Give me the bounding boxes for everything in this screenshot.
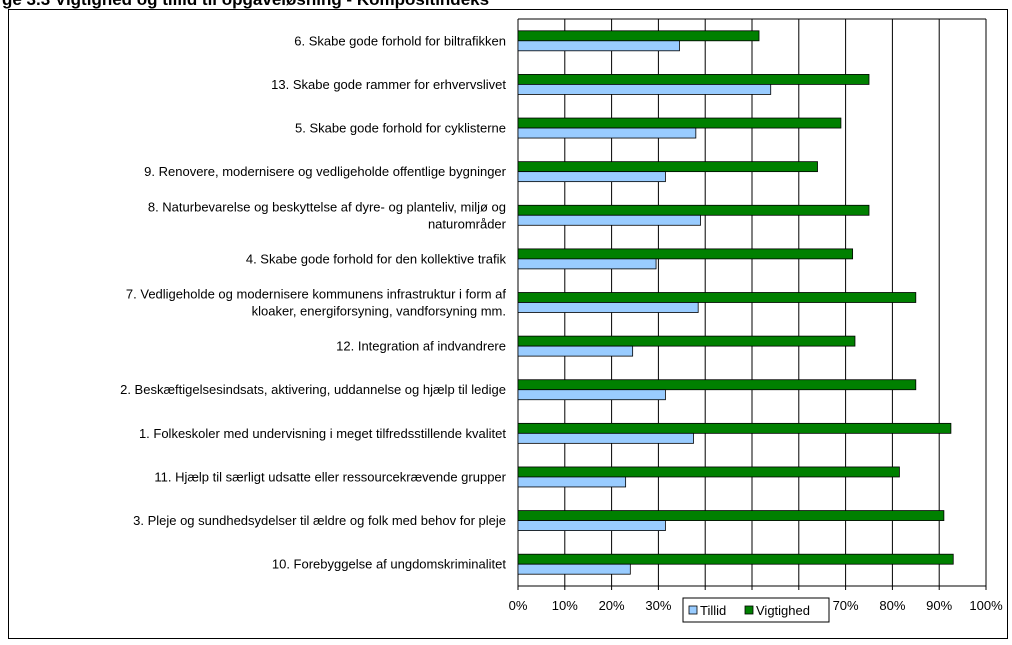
legend: Tillid Vigtighed [682,597,830,623]
x-tick-label: 80% [879,598,905,613]
bar-vigtighed [517,292,917,303]
x-tick-label: 10% [552,598,578,613]
x-tick-label: 70% [833,598,859,613]
chart-title: ge 3.3 Vigtighed og tillid til opgaveløs… [2,0,489,9]
bar-tillid [517,171,666,183]
category-label: 2. Beskæftigelsesindsats, aktivering, ud… [120,382,506,397]
category-label: 13. Skabe gode rammer for erhvervslivet [271,77,506,92]
bar-tillid [517,476,627,488]
category-label: kloaker, energiforsyning, vandforsyning … [252,304,506,319]
category-label: 7. Vedligeholde og modernisere kommunens… [126,287,506,302]
category-label: 3. Pleje og sundhedsydelser til ældre og… [133,513,506,528]
bar-tillid [517,520,666,531]
bar-vigtighed [517,466,900,478]
x-tick-label: 100% [969,598,1003,613]
legend-label-tillid: Tillid [700,603,726,618]
category-labels: 6. Skabe gode forhold for biltrafikken 13… [120,33,507,571]
category-label: 10. Forebyggelse af ungdomskriminalitet [272,557,507,572]
bar-tillid [517,432,694,444]
category-label: 12. Integration af indvandrere [336,339,506,354]
bar-tillid [517,127,697,139]
bar-vigtighed [517,422,952,434]
bar-vigtighed [517,74,870,85]
category-label: 4. Skabe gode forhold for den kollektive… [246,251,507,266]
legend-swatch-tillid [688,605,698,615]
bars [517,30,954,575]
category-label: naturområder [428,216,507,231]
bar-vigtighed [517,161,818,173]
bar-vigtighed [517,117,842,129]
x-tick-label: 30% [645,598,671,613]
bar-tillid [517,84,772,95]
bar-tillid [517,40,680,52]
bar-vigtighed [517,510,945,521]
bar-vigtighed [517,30,760,42]
category-label: 1. Folkeskoler med undervisning i meget … [139,426,506,441]
legend-box [682,597,830,623]
bar-tillid [517,389,666,401]
bar-tillid [517,563,631,575]
bar-vigtighed [517,553,954,565]
category-label: 9. Renovere, modernisere og vedligeholde… [144,164,507,179]
bar-tillid [517,345,634,357]
chart-title-strip: ge 3.3 Vigtighed og tillid til opgaveløs… [0,0,1012,9]
bar-vigtighed [517,335,856,347]
bar-tillid [517,302,699,313]
category-label: 5. Skabe gode forhold for cyklisterne [295,121,506,136]
x-tick-label: 0% [509,598,528,613]
x-tick-label: 90% [926,598,952,613]
bar-chart: 6. Skabe gode forhold for biltrafikken 13… [120,18,1003,623]
bar-tillid [517,214,701,226]
category-label: 11. Hjælp til særligt udsatte eller ress… [154,469,506,484]
bar-tillid [517,258,657,270]
chart-area: 6. Skabe gode forhold for biltrafikken 13… [8,9,1008,639]
legend-swatch-vigtighed [744,605,754,615]
legend-label-vigtighed: Vigtighed [756,603,810,618]
category-label: 6. Skabe gode forhold for biltrafikken [294,33,506,48]
category-label: 8. Naturbevarelse og beskyttelse af dyre… [148,199,506,214]
x-tick-label: 20% [599,598,625,613]
bar-vigtighed [517,248,854,260]
bar-vigtighed [517,379,917,391]
bar-vigtighed [517,204,870,216]
